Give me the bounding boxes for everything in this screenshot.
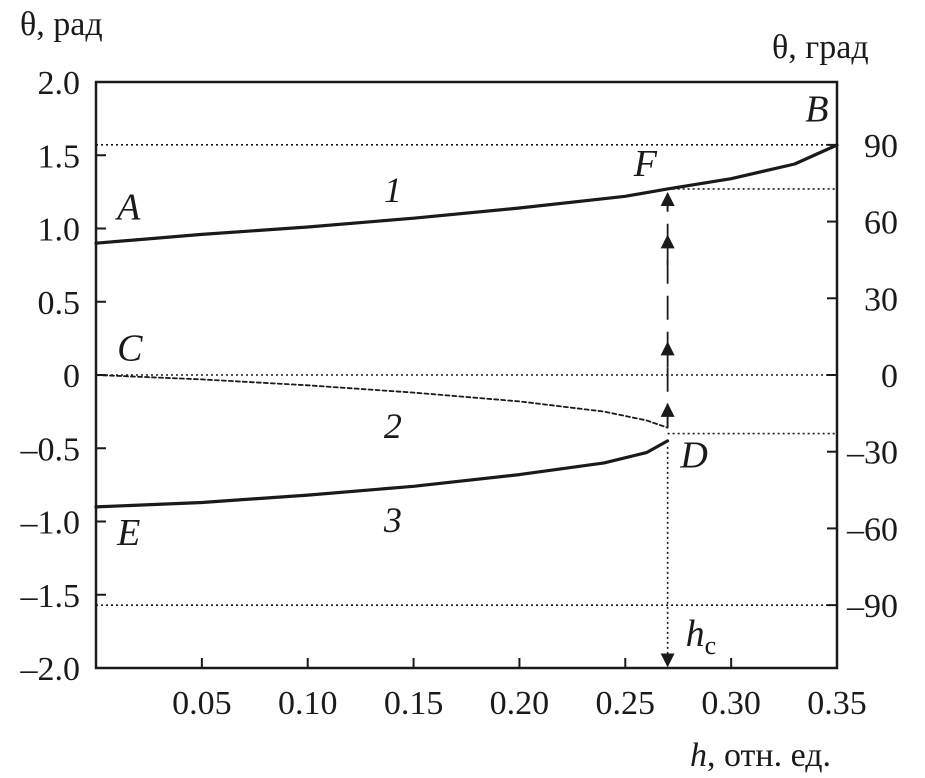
x-tick-label: 0.30: [701, 685, 761, 722]
y-right-axis-title: θ, град: [772, 29, 869, 66]
y-right-tick-label: 60: [864, 205, 898, 242]
y-left-tick-label: 0: [63, 358, 80, 395]
x-axis-variable: h: [690, 737, 707, 774]
point-label-d: D: [679, 434, 707, 476]
series-line-2: [95, 374, 669, 429]
critical-field-label: hc: [686, 613, 717, 660]
y-right-tick-label: 90: [864, 128, 898, 165]
y-left-tick-label: –0.5: [20, 431, 81, 468]
y-left-tick-label: –1.0: [20, 505, 81, 542]
x-axis-unit: , отн. ед.: [707, 737, 831, 774]
point-label-e: E: [116, 512, 140, 554]
critical-field-var: h: [686, 613, 705, 655]
y-left-tick-label: –1.5: [20, 578, 81, 615]
reference-lines: [96, 144, 837, 606]
y-right-tick-label: –30: [846, 435, 898, 472]
point-label-f: F: [633, 143, 658, 185]
y-right-axis-ticks: 90 60 30 0 –30 –60 –90: [827, 128, 898, 625]
x-tick-label: 0.10: [278, 685, 338, 722]
curve-label-3: 3: [383, 500, 402, 540]
critical-field-subscript: c: [705, 631, 717, 660]
y-left-tick-label: 2.0: [38, 65, 81, 102]
y-left-tick-label: 1.5: [38, 138, 81, 175]
x-tick-label: 0.25: [596, 685, 656, 722]
x-tick-label: 0.20: [490, 685, 550, 722]
point-label-a: A: [114, 187, 141, 229]
y-left-tick-label: –2.0: [20, 651, 81, 688]
x-tick-label: 0.35: [807, 685, 867, 722]
y-left-tick-label: 0.5: [38, 285, 81, 322]
chart-labels: A B C D E F 1 2 3 hc: [114, 89, 828, 660]
curve-label-2: 2: [384, 406, 402, 446]
y-right-tick-label: –90: [846, 588, 898, 625]
y-right-tick-label: 30: [864, 281, 898, 318]
y-right-tick-label: 0: [881, 358, 898, 395]
series-line-3: [94, 439, 670, 509]
point-label-c: C: [117, 327, 143, 369]
y-left-axis-title: θ, рад: [20, 6, 103, 43]
x-tick-label: 0.05: [172, 685, 232, 722]
series-line-1: [94, 143, 839, 245]
x-axis-title: h, отн. ед.: [690, 737, 831, 774]
series-group: [94, 143, 839, 509]
point-label-b: B: [805, 89, 828, 131]
x-tick-label: 0.15: [384, 685, 444, 722]
y-right-tick-label: –60: [846, 511, 898, 548]
y-left-tick-label: 1.0: [38, 212, 81, 249]
x-axis-ticks: 0.05 0.10 0.15 0.20 0.25 0.30 0.35: [172, 658, 867, 722]
y-left-axis-ticks: 2.0 1.5 1.0 0.5 0 –0.5 –1.0 –1.5 –2.0: [20, 65, 106, 688]
curve-label-1: 1: [384, 170, 402, 210]
